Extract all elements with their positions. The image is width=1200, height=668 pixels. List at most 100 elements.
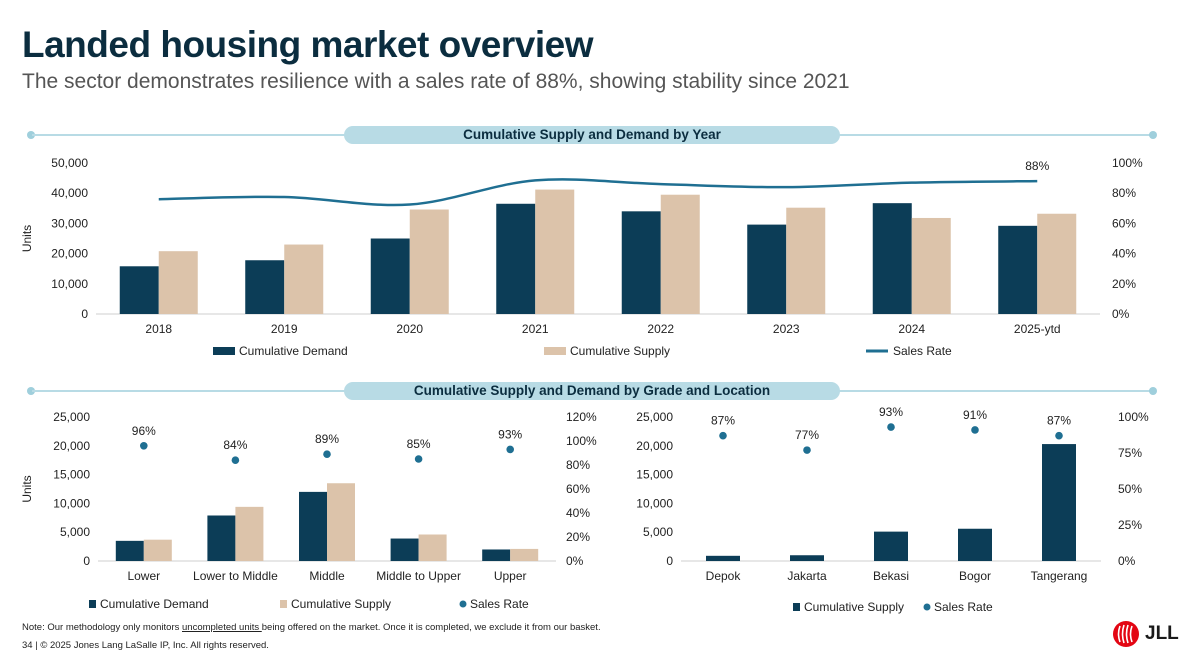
- bar-cumulative-demand-middle-to-upper: [390, 538, 419, 561]
- dot-label: 93%: [498, 427, 522, 441]
- banner-dot-right: [1149, 387, 1157, 395]
- x-tick-label: 2023: [773, 322, 800, 336]
- bar-cumulative-supply-2019: [284, 244, 324, 314]
- dot-label: 84%: [223, 438, 247, 452]
- bar-cumulative-demand-2020: [370, 238, 410, 314]
- dot-label: 77%: [795, 428, 819, 442]
- bar-cumulative-demand-2022: [621, 211, 661, 314]
- banner-dot-left: [27, 387, 35, 395]
- y-tick-label: 5,000: [60, 525, 90, 539]
- copyright: 34 | © 2025 Jones Lang LaSalle IP, Inc. …: [22, 640, 269, 651]
- bar-cumulative-supply-bogor: [958, 528, 992, 561]
- y2-tick-label: 25%: [1118, 518, 1142, 532]
- x-tick-label: Depok: [706, 569, 742, 583]
- y-axis-label: Units: [20, 475, 34, 502]
- bar-cumulative-supply-bekasi: [874, 531, 908, 561]
- bar-cumulative-supply-tangerang: [1042, 444, 1076, 561]
- legend-key-cumulative-supply: [544, 347, 566, 355]
- y-tick-label: 25,000: [636, 410, 673, 424]
- bar-cumulative-supply-upper: [510, 548, 539, 561]
- legend-label: Cumulative Supply: [570, 344, 670, 358]
- y-tick-label: 0: [81, 307, 88, 321]
- x-tick-label: Middle: [309, 569, 345, 583]
- dot-sales-rate-lower-to-middle: [231, 456, 240, 464]
- dot-sales-rate-bogor: [971, 426, 979, 434]
- bar-cumulative-supply-2021: [535, 189, 575, 314]
- bar-cumulative-demand-2021: [496, 203, 536, 314]
- bar-cumulative-supply-lower-to-middle: [235, 506, 264, 561]
- dot-label: 87%: [711, 414, 735, 428]
- x-tick-label: Lower to Middle: [193, 569, 278, 583]
- legend-key-sales-rate: [923, 603, 931, 611]
- bar-cumulative-supply-2023: [786, 207, 826, 314]
- bar-cumulative-supply-2018: [158, 251, 198, 314]
- bar-cumulative-demand-2024: [872, 203, 912, 314]
- bar-cumulative-demand-2025-ytd: [998, 225, 1038, 314]
- legend-key-cumulative-supply: [280, 600, 287, 608]
- banner-dot-right: [1149, 131, 1157, 139]
- banner-dot-left: [27, 131, 35, 139]
- bar-cumulative-supply-lower: [143, 539, 172, 561]
- note-suffix: being offered on the market. Once it is …: [261, 622, 601, 633]
- dot-label: 87%: [1047, 414, 1071, 428]
- dot-label: 96%: [132, 424, 156, 438]
- y-tick-label: 20,000: [51, 247, 88, 261]
- logo-text: JLL: [1145, 623, 1179, 644]
- bar-cumulative-supply-2020: [409, 209, 449, 314]
- legend-label: Sales Rate: [934, 600, 993, 614]
- bar-cumulative-demand-lower-to-middle: [207, 515, 236, 561]
- legend-key-cumulative-demand: [89, 600, 96, 608]
- dot-sales-rate-jakarta: [803, 446, 811, 454]
- x-tick-label: 2021: [522, 322, 549, 336]
- legend-label: Cumulative Demand: [239, 344, 348, 358]
- bar-cumulative-supply-2024: [911, 217, 951, 314]
- chart-location: 0 5,000 10,000 15,000 20,000 25,000 0% 25% 50% 75…: [636, 405, 1149, 614]
- bar-cumulative-supply-2022: [660, 194, 700, 314]
- y2-tick-label: 100%: [566, 434, 597, 448]
- banner-bottom: Cumulative Supply and Demand by Grade an…: [344, 382, 840, 400]
- x-tick-label: 2025-ytd: [1014, 322, 1061, 336]
- bar-cumulative-supply-depok: [706, 555, 740, 561]
- y2-tick-label: 0%: [1112, 307, 1130, 321]
- dot-sales-rate-middle: [323, 450, 331, 458]
- y2-tick-label: 120%: [566, 410, 597, 424]
- bar-cumulative-demand-2018: [119, 266, 159, 314]
- dot-label: 85%: [407, 437, 431, 451]
- chart-grade: 0 5,000 10,000 15,000 20,000 25,000 0% 20% 40% 60…: [20, 410, 597, 611]
- y2-tick-label: 20%: [1112, 277, 1136, 291]
- dot-label: 93%: [879, 405, 903, 419]
- bar-cumulative-supply-middle-to-upper: [418, 534, 447, 561]
- legend-key-cumulative-supply: [793, 603, 800, 611]
- dot-sales-rate-middle-to-upper: [414, 455, 423, 463]
- y2-tick-label: 80%: [1112, 186, 1136, 200]
- y-tick-label: 0: [666, 554, 673, 568]
- line-sales-rate: [158, 178, 1038, 207]
- y2-tick-label: 80%: [566, 458, 590, 472]
- y2-tick-label: 20%: [566, 530, 590, 544]
- legend-label: Cumulative Supply: [804, 600, 904, 614]
- y2-tick-label: 40%: [1112, 247, 1136, 261]
- bar-cumulative-supply-2025-ytd: [1037, 213, 1077, 314]
- bar-cumulative-demand-upper: [482, 549, 511, 561]
- legend-label: Cumulative Demand: [100, 597, 209, 611]
- y-tick-label: 0: [83, 554, 90, 568]
- x-tick-label: Upper: [494, 569, 527, 583]
- y2-tick-label: 100%: [1112, 156, 1143, 170]
- y-tick-label: 30,000: [51, 216, 88, 230]
- dot-label: 91%: [963, 408, 987, 422]
- legend-label: Sales Rate: [470, 597, 529, 611]
- logo: JLL: [1112, 620, 1179, 653]
- dot-sales-rate-tangerang: [1055, 431, 1063, 440]
- bar-cumulative-supply-jakarta: [790, 555, 824, 561]
- y-tick-label: 40,000: [51, 186, 88, 200]
- x-tick-label: Middle to Upper: [376, 569, 461, 583]
- bar-cumulative-demand-middle: [299, 491, 327, 561]
- y-tick-label: 10,000: [53, 496, 90, 510]
- bar-cumulative-demand-lower: [115, 540, 144, 561]
- x-tick-label: 2019: [271, 322, 298, 336]
- legend-label: Cumulative Supply: [291, 597, 391, 611]
- y2-tick-label: 75%: [1118, 446, 1142, 460]
- dot-sales-rate-upper: [506, 445, 514, 454]
- dot-sales-rate-lower: [140, 442, 148, 450]
- page-subtitle: The sector demonstrates resilience with …: [22, 70, 850, 93]
